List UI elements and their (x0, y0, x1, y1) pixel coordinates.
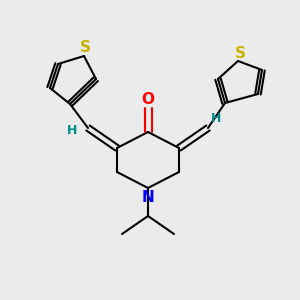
Text: N: N (142, 190, 154, 206)
Text: H: H (211, 112, 221, 124)
Text: H: H (67, 124, 77, 136)
Text: S: S (80, 40, 91, 55)
Text: S: S (235, 46, 245, 61)
Text: O: O (142, 92, 154, 107)
